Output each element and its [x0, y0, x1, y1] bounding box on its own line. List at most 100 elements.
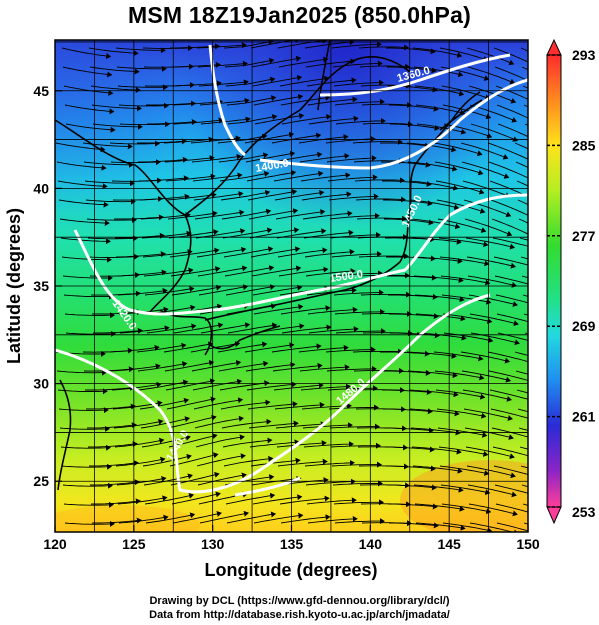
streamline	[275, 421, 326, 429]
streamline	[355, 196, 406, 203]
colorbar-tick-label: 261	[572, 409, 596, 425]
lat-lon-grid	[55, 40, 528, 532]
streamline	[90, 479, 140, 486]
streamline	[281, 324, 332, 334]
streamline	[173, 117, 224, 125]
streamline	[200, 322, 251, 334]
streamline	[271, 343, 322, 353]
streamline	[301, 191, 352, 201]
streamline	[492, 237, 528, 247]
streamline	[407, 370, 458, 379]
streamline	[387, 274, 437, 281]
streamline	[494, 484, 528, 494]
streamline	[521, 275, 528, 279]
streamline	[117, 287, 168, 296]
streamline	[492, 446, 528, 457]
streamline	[60, 444, 111, 451]
streamline	[194, 415, 244, 429]
streamline	[172, 98, 223, 106]
streamline	[332, 480, 383, 487]
streamline	[490, 199, 528, 216]
streamline	[142, 45, 193, 52]
colorbar-min-arrow	[546, 506, 562, 525]
x-tick-label: 135	[280, 536, 304, 552]
colorbar-tick-label: 253	[572, 504, 596, 520]
x-tick-label: 120	[43, 536, 67, 552]
streamline	[197, 60, 248, 68]
streamline	[118, 514, 169, 524]
streamline	[111, 381, 162, 391]
streamline	[146, 323, 197, 334]
streamline	[118, 102, 169, 109]
streamline	[433, 351, 484, 362]
y-tick-label: 40	[33, 180, 49, 196]
colorbar-tick-label: 293	[572, 47, 596, 63]
x-tick-label: 125	[122, 536, 146, 552]
streamline	[116, 475, 167, 486]
streamline	[437, 427, 488, 438]
streamline	[470, 332, 520, 346]
streamline	[325, 136, 376, 144]
streamline	[196, 42, 247, 49]
streamline	[299, 153, 350, 163]
streamline	[280, 94, 331, 106]
streamline	[197, 472, 247, 486]
streamline	[65, 123, 116, 133]
streamline	[358, 253, 409, 260]
streamline	[352, 138, 403, 145]
streamline	[225, 76, 276, 87]
streamline	[223, 455, 274, 467]
streamline	[58, 407, 109, 414]
streamline	[245, 150, 296, 163]
streamline	[117, 495, 168, 505]
streamline	[59, 425, 110, 432]
streamline	[63, 501, 114, 508]
streamline	[275, 208, 326, 220]
streamline	[466, 47, 515, 66]
streamline	[224, 57, 275, 68]
streamline	[302, 422, 353, 429]
streamline	[246, 381, 297, 391]
streamline	[220, 399, 271, 410]
streamline	[413, 484, 464, 493]
streamline	[249, 439, 300, 448]
streamline	[139, 397, 190, 410]
streamline	[61, 463, 112, 470]
streamline	[220, 189, 271, 201]
streamline	[308, 326, 359, 334]
streamline	[466, 465, 516, 479]
streamline	[276, 440, 327, 448]
streamline	[142, 453, 192, 467]
streamline	[329, 423, 380, 430]
streamline	[461, 161, 510, 179]
streamline	[199, 510, 249, 524]
streamline	[273, 170, 324, 182]
streamline	[279, 75, 330, 87]
streamline	[278, 56, 329, 68]
streamline	[414, 85, 465, 97]
streamline	[381, 161, 431, 168]
streamline	[63, 293, 114, 300]
streamline	[110, 159, 161, 166]
streamline	[331, 461, 382, 468]
colorbar-tick-label: 277	[572, 228, 596, 244]
y-tick-label: 45	[33, 83, 49, 99]
streamline	[277, 458, 328, 467]
streamline	[140, 416, 190, 429]
streamline	[305, 478, 356, 486]
streamline	[331, 251, 382, 258]
streamline	[412, 47, 463, 59]
streamline	[412, 256, 463, 264]
streamline	[88, 47, 139, 57]
streamline	[167, 414, 217, 429]
streamline	[307, 306, 358, 315]
streamline	[191, 359, 242, 372]
streamline	[414, 294, 465, 303]
streamline	[169, 247, 220, 258]
streamline	[416, 123, 467, 135]
streamline	[117, 84, 168, 91]
streamline	[251, 265, 302, 277]
y-tick-label: 30	[33, 376, 49, 392]
streamline	[518, 218, 528, 224]
y-axis: 25 30 35 40 45	[33, 83, 62, 489]
